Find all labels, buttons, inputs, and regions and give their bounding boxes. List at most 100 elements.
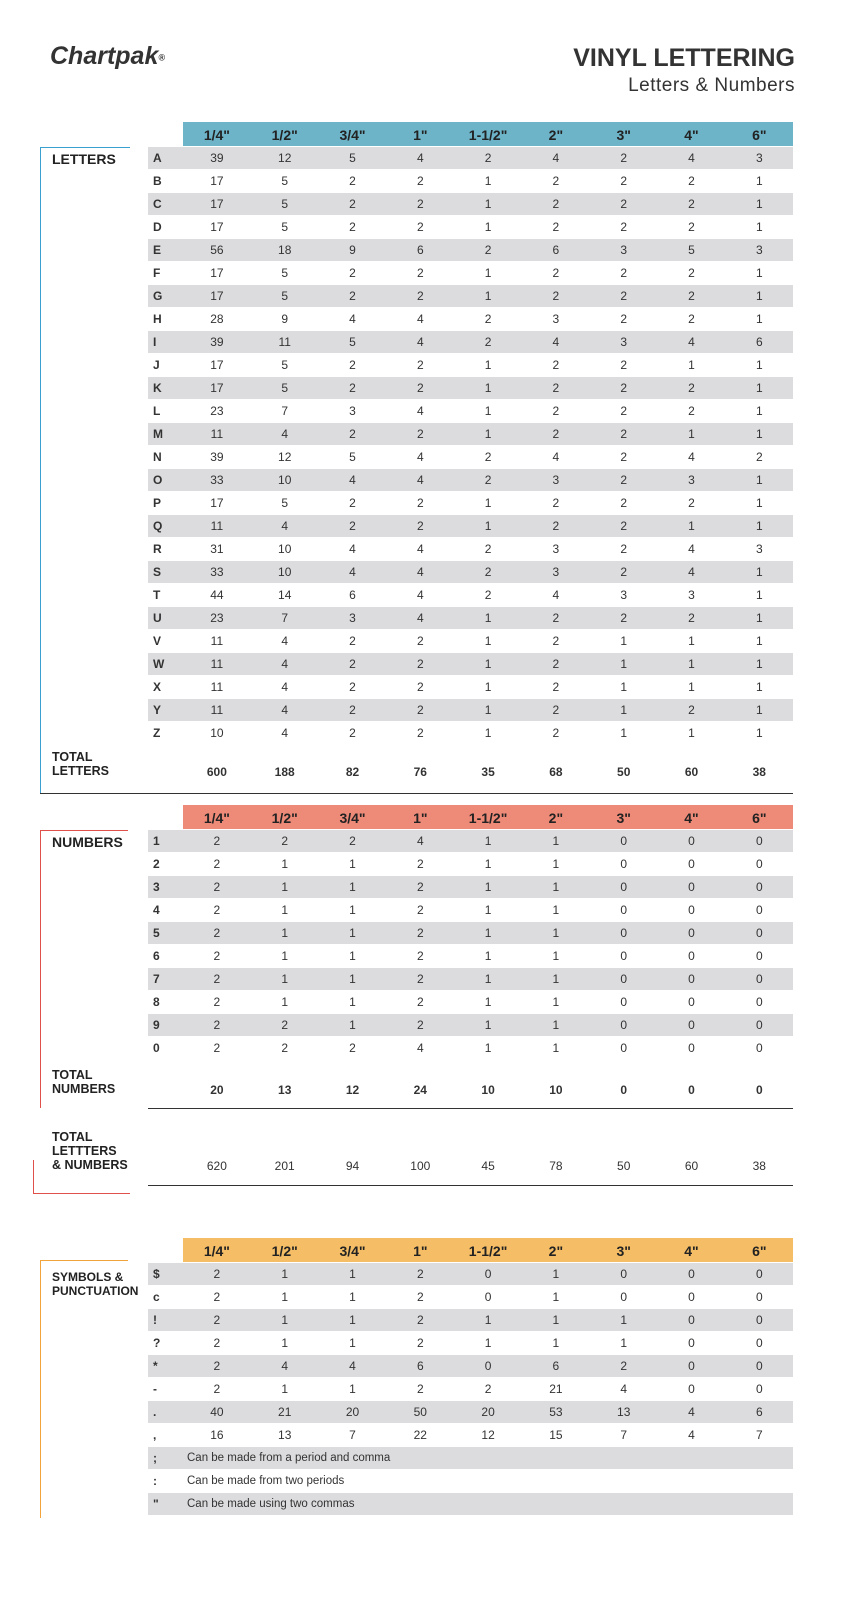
cell: 0 — [755, 880, 763, 894]
note: Can be made using two commas — [187, 1498, 355, 1510]
cell: 2 — [416, 680, 424, 694]
cell: 6 — [755, 335, 763, 349]
cell: 0 — [688, 834, 695, 848]
cell: 10 — [210, 726, 224, 740]
row-stripe — [148, 830, 793, 852]
cell: 5 — [349, 335, 356, 349]
cell: 4 — [688, 151, 695, 165]
cell: 2 — [552, 703, 560, 717]
header-bar — [183, 805, 793, 829]
column-header: 3" — [616, 810, 631, 826]
cell: 1 — [552, 1336, 560, 1350]
cell: 4 — [688, 565, 695, 579]
cell: 1 — [552, 1267, 560, 1281]
cell: 0 — [688, 995, 695, 1009]
column-header: 2" — [548, 810, 564, 826]
column-header: 4" — [684, 810, 699, 826]
cell: 4 — [349, 565, 356, 579]
cell: 56 — [210, 243, 224, 257]
cell: 2 — [349, 220, 356, 234]
cell: 2 — [688, 289, 695, 303]
cell: 1 — [349, 1313, 356, 1327]
cell: 0 — [755, 972, 763, 986]
cell: 0 — [688, 903, 695, 917]
cell: 1 — [484, 657, 492, 671]
cell: 1 — [755, 266, 763, 280]
cell: 1 — [484, 726, 492, 740]
cell: 39 — [210, 450, 224, 464]
section-label: SYMBOLS & PUNCTUATION — [52, 1270, 139, 1298]
row-key: S — [153, 565, 162, 579]
rule — [148, 1185, 793, 1186]
row-key: Q — [153, 519, 163, 533]
cell: 0 — [620, 972, 628, 986]
cell: 31 — [210, 542, 224, 556]
row-stripe — [148, 876, 793, 898]
cell: 0 — [755, 834, 763, 848]
row-stripe — [148, 607, 793, 629]
cell: 1 — [755, 519, 763, 533]
cell: 2 — [484, 1382, 492, 1396]
cell: 2 — [416, 703, 424, 717]
cell: 40 — [210, 1405, 224, 1419]
cell: 2 — [213, 949, 221, 963]
column-header: 1/4" — [203, 810, 230, 826]
row-key: W — [153, 657, 165, 671]
column-header: 1/4" — [203, 1243, 230, 1259]
title: VINYL LETTERING — [573, 44, 795, 72]
column-header: 1-1/2" — [468, 127, 508, 143]
cell: 1 — [484, 703, 492, 717]
row-stripe — [148, 285, 793, 307]
cell: 2 — [620, 358, 628, 372]
rule — [40, 147, 130, 148]
cell: 0 — [755, 1336, 763, 1350]
cell: 2 — [552, 404, 560, 418]
row-key: T — [153, 588, 161, 602]
cell: 20 — [481, 1405, 495, 1419]
cell: 17 — [210, 358, 224, 372]
cell: 2 — [349, 496, 356, 510]
total-cell: 0 — [755, 1083, 763, 1097]
cell: 1 — [484, 680, 492, 694]
cell: 1 — [484, 404, 492, 418]
cell: 0 — [755, 926, 763, 940]
rule — [40, 1260, 128, 1261]
row-key: N — [153, 450, 162, 464]
cell: 2 — [416, 381, 424, 395]
cell: 11 — [210, 427, 224, 441]
cell: 0 — [688, 1290, 695, 1304]
cell: 2 — [416, 995, 424, 1009]
cell: 17 — [210, 266, 224, 280]
cell: 1 — [281, 949, 289, 963]
total-cell: 38 — [752, 765, 766, 779]
cell: 2 — [416, 266, 424, 280]
cell: 0 — [620, 926, 628, 940]
cell: 1 — [349, 926, 356, 940]
total-cell: 600 — [206, 765, 227, 779]
cell: 3 — [552, 542, 560, 556]
cell: 2 — [620, 565, 628, 579]
cell: 1 — [552, 1018, 560, 1032]
note: Can be made from a period and comma — [187, 1452, 391, 1464]
cell: 2 — [349, 381, 356, 395]
cell: 1 — [484, 519, 492, 533]
cell: 1 — [484, 174, 492, 188]
cell: 1 — [755, 358, 763, 372]
cell: 2 — [416, 289, 424, 303]
cell: 2 — [213, 1018, 221, 1032]
cell: 2 — [620, 289, 628, 303]
row-key: - — [153, 1382, 157, 1396]
row-key: 0 — [153, 1041, 160, 1055]
cell: 1 — [349, 1267, 356, 1281]
cell: 4 — [281, 657, 289, 671]
cell: 2 — [688, 496, 695, 510]
row-key: K — [153, 381, 162, 395]
cell: 0 — [688, 1336, 695, 1350]
cell: 1 — [620, 634, 628, 648]
cell: 1 — [484, 834, 492, 848]
cell: 1 — [281, 1382, 289, 1396]
cell: 7 — [349, 1428, 356, 1442]
cell: 5 — [281, 289, 289, 303]
cell: 2 — [213, 1313, 221, 1327]
cell: 0 — [688, 926, 695, 940]
